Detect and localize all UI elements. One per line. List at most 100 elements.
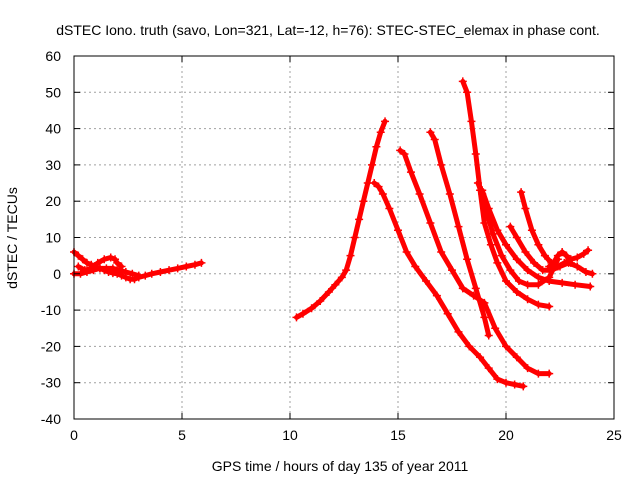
data-point bbox=[506, 266, 515, 275]
data-point bbox=[359, 197, 368, 206]
data-point bbox=[426, 128, 435, 137]
data-point bbox=[512, 353, 521, 362]
data-point bbox=[530, 258, 539, 267]
data-point bbox=[134, 271, 143, 280]
series-13 bbox=[545, 248, 575, 271]
data-point bbox=[573, 262, 582, 271]
data-point bbox=[545, 277, 554, 286]
data-point bbox=[534, 273, 543, 282]
data-point bbox=[331, 280, 340, 289]
ticks: 0 5 10 15 20 25 -40 -30 -20 -10 0 10 20 30 40 50 60 bbox=[41, 48, 622, 443]
data-point bbox=[502, 378, 510, 387]
data-point bbox=[87, 264, 96, 273]
series-10 bbox=[478, 186, 595, 291]
data-point bbox=[486, 240, 495, 249]
data-point bbox=[443, 309, 452, 318]
data-point bbox=[432, 291, 441, 300]
data-point bbox=[581, 267, 590, 276]
data-point bbox=[512, 287, 521, 296]
series-8 bbox=[458, 77, 554, 311]
data-point bbox=[370, 179, 379, 188]
data-point bbox=[463, 88, 472, 97]
data-point bbox=[521, 248, 530, 257]
data-point bbox=[562, 251, 571, 260]
data-point bbox=[523, 364, 532, 373]
y-tick-label: 30 bbox=[45, 157, 61, 173]
data-point bbox=[80, 266, 89, 275]
data-point bbox=[558, 248, 567, 257]
data-point bbox=[510, 380, 519, 389]
data-point bbox=[458, 284, 467, 293]
data-point bbox=[484, 204, 493, 213]
data-point bbox=[493, 375, 502, 384]
y-tick-label: 40 bbox=[45, 121, 61, 137]
data-point bbox=[502, 277, 510, 286]
data-point bbox=[471, 284, 480, 293]
data-point bbox=[346, 251, 355, 260]
data-point bbox=[480, 218, 489, 227]
series-3 bbox=[74, 253, 126, 275]
data-point bbox=[514, 277, 523, 286]
data-point bbox=[165, 266, 174, 275]
data-point bbox=[396, 146, 405, 155]
data-point bbox=[480, 313, 489, 322]
data-point bbox=[415, 189, 424, 198]
data-point bbox=[78, 255, 87, 264]
data-point bbox=[121, 267, 130, 276]
data-point bbox=[473, 179, 482, 188]
data-point bbox=[106, 253, 115, 262]
data-point bbox=[316, 297, 325, 306]
data-point bbox=[588, 269, 597, 278]
data-point bbox=[502, 240, 510, 249]
y-tick-label: -10 bbox=[41, 302, 61, 318]
chart-title: dSTEC Iono. truth (savo, Lon=321, Lat=-1… bbox=[56, 22, 600, 38]
data-point bbox=[540, 251, 549, 260]
data-point bbox=[478, 186, 487, 195]
data-point bbox=[372, 142, 381, 151]
x-tick-label: 5 bbox=[178, 427, 186, 443]
data-point bbox=[484, 331, 493, 340]
y-tick-label: 10 bbox=[45, 230, 61, 246]
data-point bbox=[467, 117, 476, 126]
series-7 bbox=[426, 128, 493, 340]
data-point bbox=[534, 240, 543, 249]
data-point bbox=[108, 264, 117, 273]
series-line bbox=[397, 147, 552, 377]
x-axis-title: GPS time / hours of day 135 of year 2011 bbox=[212, 458, 469, 474]
series-line bbox=[427, 129, 492, 338]
data-point bbox=[307, 304, 316, 313]
data-point bbox=[173, 264, 182, 273]
data-point bbox=[527, 226, 536, 235]
data-point bbox=[566, 258, 575, 267]
data-point bbox=[448, 266, 456, 275]
data-point bbox=[292, 313, 301, 322]
data-point bbox=[523, 280, 532, 289]
data-point bbox=[374, 182, 383, 191]
data-point bbox=[182, 262, 191, 271]
data-point bbox=[517, 188, 526, 197]
data-point bbox=[465, 342, 474, 351]
y-tick-label: 0 bbox=[53, 266, 61, 282]
data-point bbox=[523, 266, 532, 275]
y-tick-label: 20 bbox=[45, 193, 61, 209]
data-point bbox=[406, 168, 415, 177]
y-tick-label: -20 bbox=[41, 338, 61, 354]
y-tick-label: 60 bbox=[45, 48, 61, 64]
data-point bbox=[156, 267, 165, 276]
data-point bbox=[553, 262, 562, 271]
y-axis-title: dSTEC / TECUs bbox=[4, 187, 20, 289]
series-line bbox=[294, 118, 388, 320]
x-tick-label: 15 bbox=[390, 427, 406, 443]
data-point bbox=[497, 251, 506, 260]
data-point bbox=[549, 258, 558, 267]
data-point bbox=[491, 324, 500, 333]
data-series bbox=[70, 77, 597, 391]
series-4 bbox=[292, 117, 390, 322]
data-point bbox=[545, 369, 554, 378]
data-point bbox=[378, 189, 387, 198]
data-point bbox=[113, 258, 122, 267]
data-point bbox=[534, 280, 543, 289]
data-point bbox=[523, 295, 532, 304]
data-point bbox=[394, 226, 402, 235]
data-point bbox=[400, 150, 409, 159]
